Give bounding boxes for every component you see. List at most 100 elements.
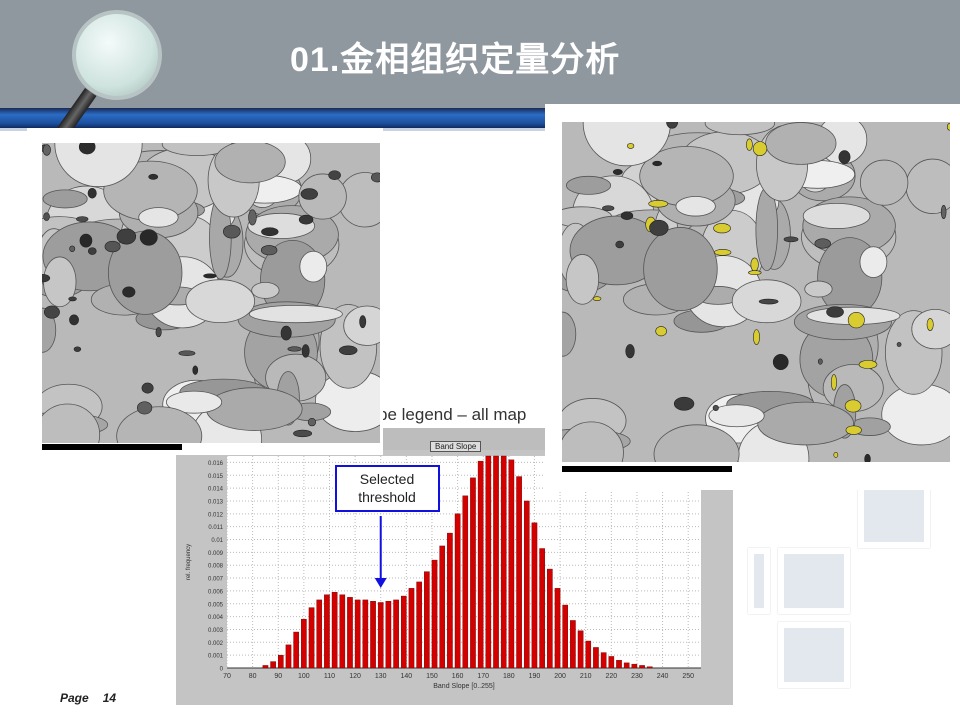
scale-bar [562,466,732,472]
y-tick-label: 0.016 [208,461,224,467]
x-axis-label: Band Slope [0..255] [433,683,495,690]
histogram-bar [285,644,292,669]
scale-bar [42,444,182,450]
x-tick-label: 90 [274,673,282,680]
histogram-bar [554,588,561,669]
histogram-bar [331,591,338,669]
y-tick-label: 0.009 [208,551,224,557]
histogram-bar [316,599,323,669]
band-slope-button[interactable]: Band Slope [430,441,482,452]
threshold-callout-line2: threshold [358,489,416,505]
decor-square [778,548,850,614]
y-tick-label: 0.011 [208,525,223,531]
histogram-bar [631,663,638,669]
histogram-bar [493,455,499,669]
x-tick-label: 240 [657,673,669,680]
histogram-bar [639,665,645,669]
histogram-bar [547,568,553,669]
x-tick-label: 210 [580,673,592,680]
histogram-bar [385,600,392,669]
y-tick-label: 0.008 [208,564,224,570]
histogram-bar [370,600,376,669]
histogram-bar [262,665,269,669]
histogram-bar [400,595,407,669]
histogram-bar [562,604,569,669]
x-tick-label: 130 [375,673,387,680]
histogram-bar [577,630,584,669]
histogram-bar [393,599,399,669]
y-tick-label: 0.007 [208,577,224,583]
histogram-bar [593,647,599,669]
histogram-bar [454,513,461,669]
legend-title: pe legend – all map [378,405,527,424]
page-title: 01.金相组织定量分析 [290,41,621,79]
histogram-bar [570,620,576,669]
y-tick-label: 0.003 [208,628,224,634]
x-tick-label: 70 [223,673,231,680]
histogram-bar [470,477,476,669]
histogram-bar [308,607,315,669]
histogram-bar [324,594,330,669]
y-tick-label: 0.014 [208,487,224,493]
histogram-bar [585,640,592,669]
histogram-bar [362,599,369,669]
histogram-bar [347,597,353,669]
x-tick-label: 200 [554,673,566,680]
histogram-bar [523,500,530,669]
histogram-bar [278,654,284,669]
histogram-bar [447,532,453,669]
micrograph-left-frame [27,128,383,455]
decor-square [748,548,770,614]
y-tick-label: 0 [220,667,224,673]
y-axis-label: rel. frequency [186,544,192,580]
threshold-arrow-head [374,578,387,588]
x-tick-label: 170 [477,673,489,680]
micrograph-left [42,143,380,443]
x-tick-label: 140 [401,673,413,680]
histogram-bar [431,559,438,669]
histogram-bar [485,455,492,669]
histogram-bar [608,656,615,669]
y-tick-label: 0.012 [208,512,224,518]
y-tick-label: 0.005 [208,602,224,608]
x-tick-label: 100 [298,673,310,680]
histogram-bar [439,545,446,669]
y-tick-label: 0.004 [208,615,224,621]
histogram-bar [516,476,522,669]
histogram-bar [408,588,415,669]
decor-square [858,484,930,548]
page-label: Page [60,691,89,705]
grain-texture [562,122,950,462]
page-number: Page 14 [60,691,116,705]
histogram-bar [354,599,361,669]
histogram-bar [270,661,276,669]
page-number-value: 14 [102,691,117,705]
histogram-bar [616,660,622,669]
x-tick-label: 110 [324,673,335,680]
grain-texture [42,143,380,443]
x-tick-label: 160 [452,673,464,680]
x-tick-label: 190 [529,673,541,680]
magnifier-icon [72,10,162,100]
histogram-bar [477,460,484,669]
y-tick-label: 0.015 [208,474,224,480]
y-tick-label: 0.013 [208,499,224,505]
decor-square [778,622,850,688]
x-tick-label: 180 [503,673,515,680]
histogram-bar [377,602,384,669]
histogram-bar [646,666,653,669]
histogram-bar [339,594,346,669]
histogram-bar [424,571,430,669]
histogram-bar [293,631,299,669]
histogram-bar [531,522,538,669]
x-tick-label: 120 [349,673,361,680]
micrograph-right-highlighted [562,122,950,462]
y-tick-label: 0.001 [208,654,224,660]
histogram-bar [539,548,545,669]
histogram-bar [623,662,630,669]
y-tick-label: 0.006 [208,589,224,595]
threshold-callout-line1: Selected [360,471,414,487]
y-tick-label: 0.002 [208,641,224,647]
header-divider [0,128,960,131]
y-tick-label: 0.01 [211,538,223,544]
